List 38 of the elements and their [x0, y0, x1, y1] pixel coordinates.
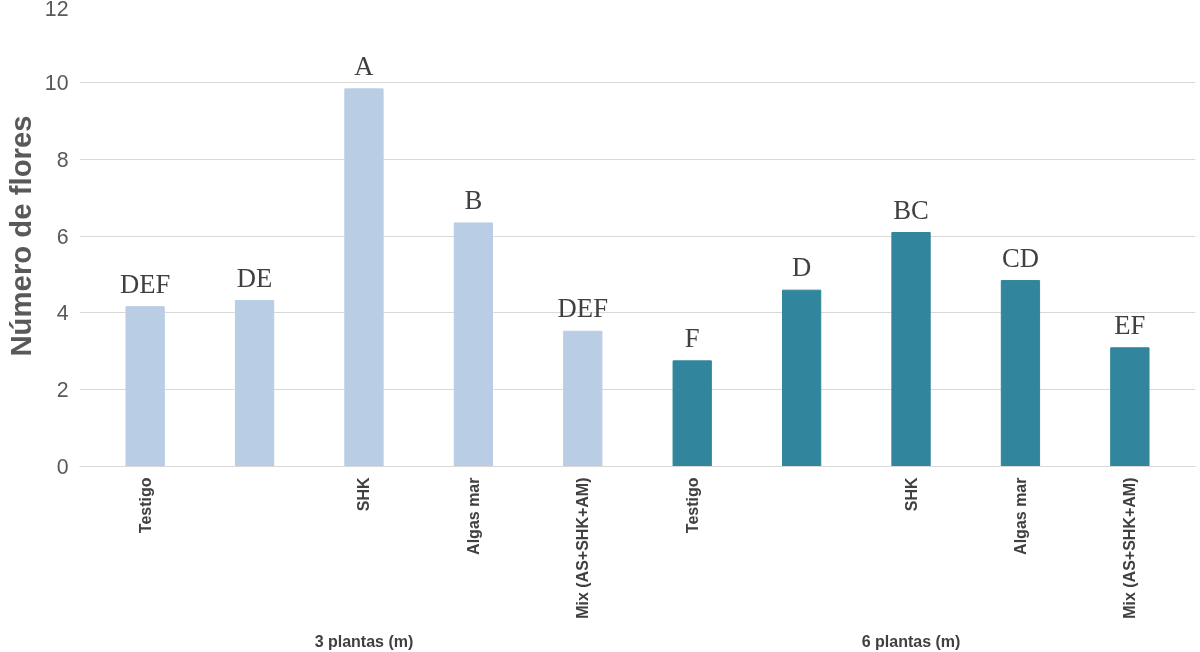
x-tick-label: SHK	[902, 477, 920, 512]
data-label: DEF	[557, 293, 608, 324]
data-label: BC	[893, 194, 929, 225]
bar	[344, 88, 384, 467]
data-label: EF	[1114, 309, 1146, 340]
y-tick-label: 8	[56, 147, 69, 172]
y-tick-label: 4	[56, 301, 69, 326]
data-label: CD	[1001, 242, 1039, 273]
y-tick-label: 0	[56, 455, 69, 479]
data-label: D	[791, 252, 812, 283]
x-tick-label: Algas mar	[464, 477, 482, 555]
bar	[453, 222, 494, 467]
data-label: F	[684, 322, 700, 353]
bar	[563, 330, 603, 467]
y-tick-label: 10	[44, 70, 69, 95]
y-tick-label: 6	[56, 224, 69, 249]
data-label: DEF	[119, 268, 171, 299]
bar	[891, 232, 931, 467]
bar	[234, 300, 275, 467]
data-label: B	[464, 184, 483, 215]
x-tick-label: Testigo	[683, 477, 701, 534]
bar	[672, 360, 712, 467]
x-tick-label: SHK	[355, 477, 373, 512]
x-tick-label: Testigo	[136, 477, 154, 534]
bar	[781, 289, 822, 467]
bar	[125, 306, 165, 467]
text: 3 plantas (m)	[314, 632, 414, 650]
y-tick-label: 2	[56, 378, 69, 403]
data-label: DE	[236, 262, 273, 293]
x-tick-label: Mix (AS+SHK+AM)	[574, 477, 592, 619]
y-tick-label: 12	[44, 0, 69, 21]
text: 6 plantas (m)	[861, 632, 961, 650]
data-label: A	[354, 50, 375, 81]
x-tick-label: Algas mar	[1011, 477, 1029, 555]
y-axis-title: Número de flores	[3, 115, 37, 357]
bar	[1000, 280, 1041, 467]
bar	[1110, 347, 1150, 467]
x-tick-label: Mix (AS+SHK+AM)	[1121, 477, 1139, 619]
